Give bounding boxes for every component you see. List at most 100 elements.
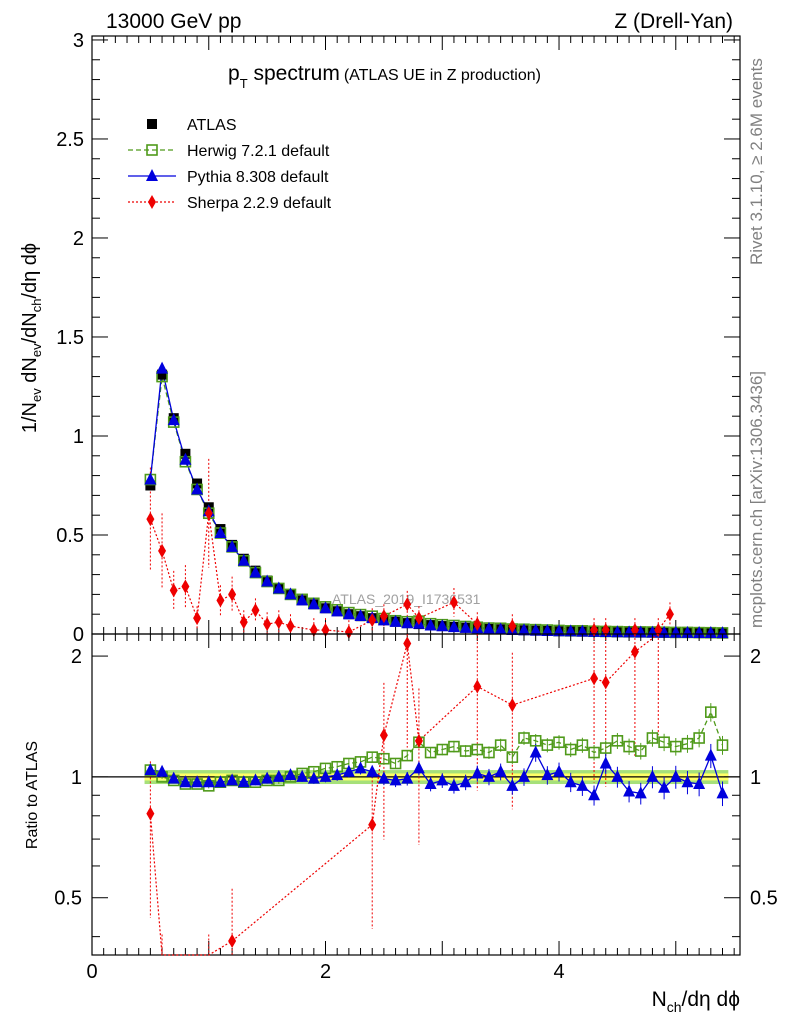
sherpa-point (251, 603, 260, 618)
pythia-ratio-point (646, 769, 659, 782)
x-tick-label: 2 (320, 961, 331, 983)
sherpa-ratio-point (403, 636, 412, 651)
ratio-ytick-label: 1 (71, 767, 82, 789)
sherpa-point (158, 543, 167, 558)
pythia-ratio-point (167, 771, 180, 784)
main-ytick-label: 1.5 (56, 327, 84, 349)
pythia-ratio-point (482, 769, 495, 782)
pythia-point (681, 625, 694, 638)
sherpa-ratio-point (590, 671, 599, 686)
pythia-point (296, 593, 309, 606)
legend-label: Pythia 8.308 default (187, 169, 329, 186)
sherpa-point (239, 615, 248, 630)
pythia-ratio-point (377, 771, 390, 784)
ratio-ytick-label-right: 0.5 (750, 888, 778, 910)
pythia-point (494, 622, 507, 635)
pythia-point (342, 607, 355, 620)
sherpa-ratio-point (508, 698, 517, 713)
pythia-point (319, 601, 332, 614)
pythia-point (272, 581, 285, 594)
legend-label: Herwig 7.2.1 default (187, 143, 330, 160)
sherpa-point (449, 595, 458, 610)
pythia-ratio-point (716, 786, 729, 799)
pythia-ratio-point (494, 764, 507, 777)
pythia-ratio-point (331, 768, 344, 781)
pythia-point (156, 361, 169, 374)
sherpa-point (368, 613, 377, 628)
plot-title: pT spectrum (ATLAS UE in Z production) (228, 62, 541, 91)
sherpa-point (146, 512, 155, 527)
herwig-ratio-point (541, 739, 554, 751)
main-panel: 0 0.5 1 1.5 2 2.5 3 (56, 30, 741, 646)
pythia-ratio-point (424, 777, 437, 790)
pythia-ratio-point (319, 769, 332, 782)
title-note: (ATLAS UE in Z production) (344, 67, 541, 84)
herwig-ratio-point (378, 752, 390, 765)
main-ytick-label: 3 (73, 30, 84, 52)
sherpa-ratio-point (368, 817, 377, 832)
herwig-ratio-point (669, 740, 682, 753)
pythia-ratio-point (541, 768, 554, 781)
pythia-ratio-point (237, 775, 250, 788)
pythia-point (669, 625, 682, 638)
pythia-point (261, 574, 274, 587)
pythia-ratio-point (564, 775, 577, 788)
sherpa-point (274, 615, 283, 630)
sherpa-point (473, 617, 482, 632)
herwig-ratio-point (646, 732, 659, 744)
legend-marker (148, 195, 156, 209)
sherpa-point (216, 593, 225, 608)
pythia-point (144, 472, 157, 485)
atlas-point (157, 369, 168, 380)
pythia-point (249, 565, 262, 578)
pythia-ratio-point (144, 763, 157, 776)
x-tick-label: 4 (553, 961, 564, 983)
main-ytick-label: 2.5 (56, 129, 84, 151)
xlabel-n: N (652, 988, 667, 1011)
sherpa-point (228, 587, 237, 602)
sherpa-point (403, 597, 412, 612)
pythia-point (331, 604, 344, 617)
herwig-ratio-point (494, 739, 507, 751)
legend-label: ATLAS (187, 117, 237, 134)
herwig-ratio-point (471, 743, 484, 756)
sherpa-ratio-point (146, 806, 155, 821)
ratio-ytick-label: 2 (71, 646, 82, 668)
pythia-ratio-point (156, 764, 169, 777)
pythia-point (284, 587, 297, 600)
pythia-point (226, 539, 239, 552)
sherpa-point (344, 625, 353, 640)
herwig-ratio-point (681, 737, 694, 750)
herwig-ratio-point (599, 742, 612, 754)
pythia-point (436, 619, 449, 632)
sherpa-ratio-point (379, 728, 388, 743)
pythia-point (541, 624, 554, 637)
pythia-ratio-point (681, 775, 694, 788)
herwig-ratio-point (506, 751, 519, 763)
side-text-bottom: mcplots.cern.ch [arXiv:1306.3436] (747, 371, 766, 628)
side-text-top: Rivet 3.1.10, ≥ 2.6M events (747, 58, 766, 265)
pythia-ratio-point (588, 788, 601, 801)
sherpa-ratio-point (601, 675, 610, 690)
legend: ATLAS Herwig 7.2.1 default Pythia 8.308 de… (128, 117, 332, 212)
sherpa-line (149, 513, 671, 633)
ylabel-part: 1/N (19, 402, 41, 433)
pythia-ratio-point (459, 775, 472, 788)
pythia-ratio-point (296, 769, 309, 782)
sherpa-point (414, 611, 423, 626)
sherpa-point (263, 617, 272, 632)
herwig-ratio-point (459, 745, 472, 757)
pythia-ratio-point (412, 761, 425, 774)
svg-text:1/Nev dNev/dNch/dη dϕ: 1/Nev dNev/dNch/dη dϕ (19, 243, 44, 433)
pythia-ratio-point (506, 778, 519, 791)
ratio-ytick-label: 0.5 (54, 888, 82, 910)
main-ytick-label: 1 (73, 426, 84, 448)
pythia-ratio-point (214, 775, 227, 788)
pythia-ratio-point (693, 777, 706, 790)
pythia-ratio-point (623, 784, 636, 797)
pythia-point (167, 413, 180, 426)
pythia-ratio-point (342, 764, 355, 777)
pythia-ratio-point (669, 769, 682, 782)
pythia-point (424, 618, 437, 631)
sherpa-point (379, 609, 388, 624)
